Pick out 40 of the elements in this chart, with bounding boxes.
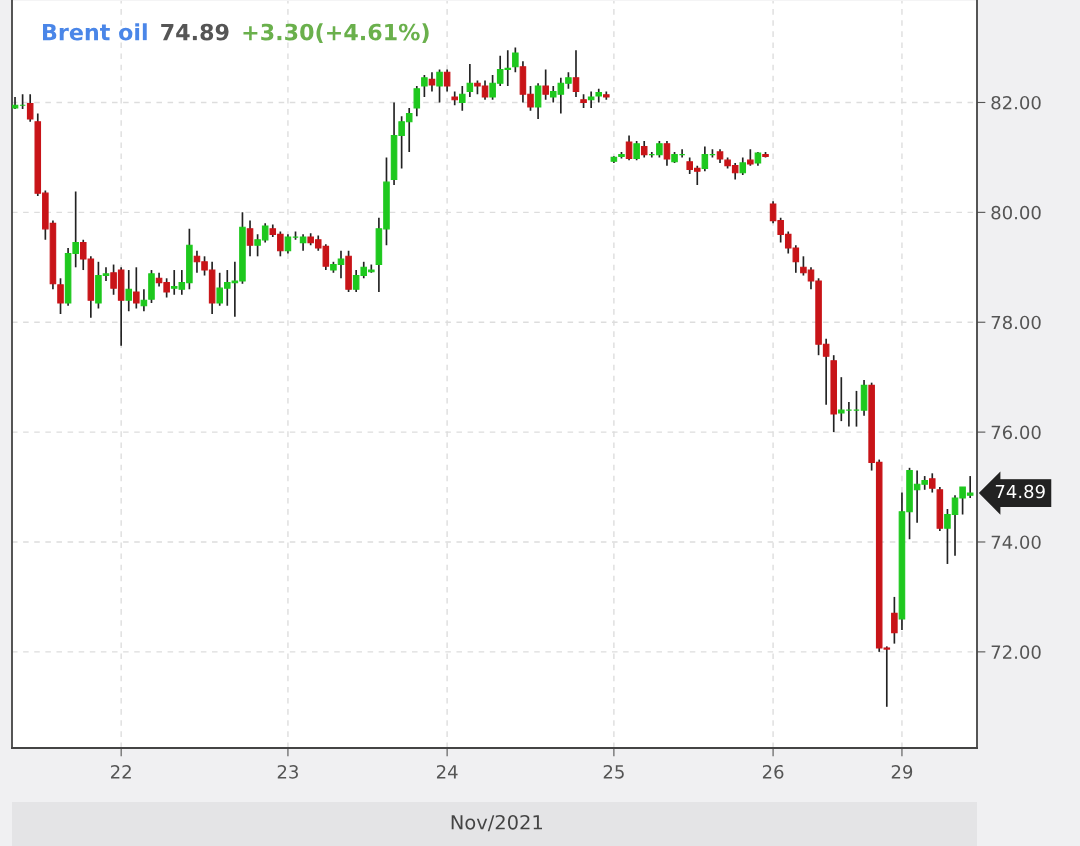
x-tick-label: 29 (891, 764, 913, 779)
candlestick (284, 233, 292, 255)
candlestick (125, 269, 133, 313)
candlestick (633, 140, 640, 162)
candlestick (663, 140, 671, 167)
x-axis-title: Nov/2021 (451, 814, 542, 832)
candlestick (458, 85, 466, 112)
y-tick-label: 82.00 (991, 95, 1041, 110)
candlestick (512, 46, 519, 74)
candlestick (928, 472, 936, 494)
x-tick-label: 23 (277, 764, 298, 779)
candlestick (436, 68, 443, 104)
text: Brent oil (42, 23, 147, 41)
text: 74.89 (995, 484, 1045, 499)
y-tick-label: 78.00 (991, 315, 1041, 330)
candlestick (26, 93, 34, 123)
candlestick (625, 134, 633, 162)
y-tick-label: 76.00 (991, 425, 1041, 440)
candlestick (466, 63, 474, 98)
x-tick-label: 25 (603, 764, 624, 779)
x-tick-label: 22 (110, 764, 131, 779)
candlestick (443, 68, 451, 93)
candlestick (572, 49, 580, 98)
candlestick (428, 71, 436, 93)
candlestick (542, 68, 549, 101)
candlestick (57, 277, 64, 315)
candlestick (413, 85, 421, 118)
candlestick (246, 219, 254, 258)
x-tick-label: 26 (762, 764, 784, 779)
candlestick (701, 145, 709, 172)
y-tick-label: 74.00 (991, 535, 1041, 550)
x-tick-label: 24 (436, 764, 458, 779)
annotation: 74.89 (161, 23, 229, 41)
annotation: +3.30(+4.61%) (243, 23, 429, 44)
candlestick (891, 596, 898, 645)
candlestick (421, 74, 428, 98)
candlestick (534, 82, 542, 120)
candlestick (133, 266, 140, 310)
y-tick-label: 72.00 (991, 645, 1041, 659)
y-tick-label: 80.00 (991, 205, 1041, 220)
